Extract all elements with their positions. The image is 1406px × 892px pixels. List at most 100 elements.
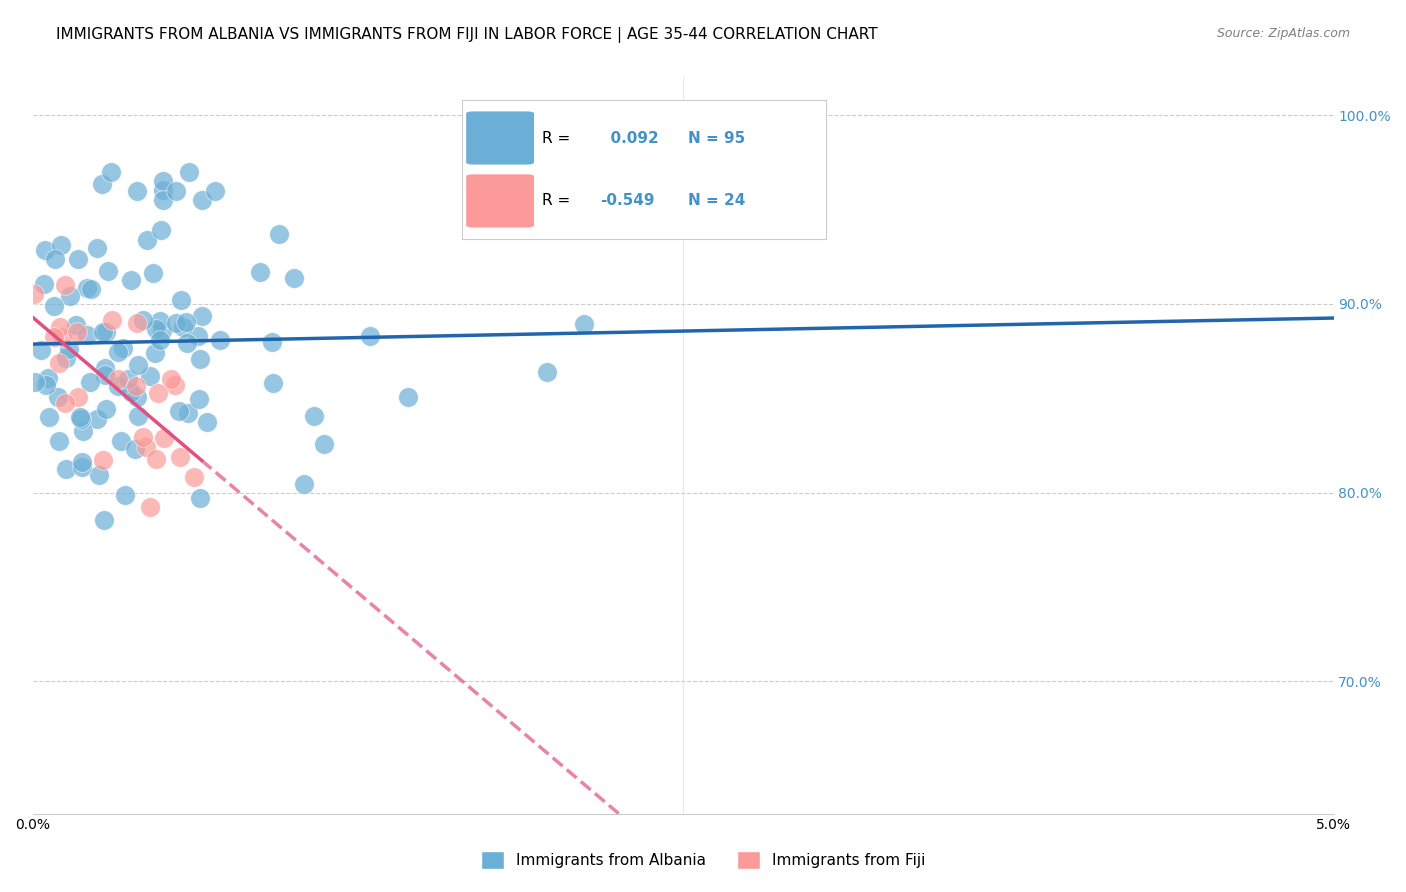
Point (165, 377, 187, 392)
Point (93, 360, 115, 375)
Point (107, 378, 129, 392)
Point (267, 227, 290, 241)
Point (42, 330, 65, 344)
Point (165, 184, 187, 198)
Point (176, 336, 198, 351)
Point (110, 434, 132, 449)
Point (107, 372, 129, 386)
Point (91, 178, 114, 192)
Text: IMMIGRANTS FROM ALBANIA VS IMMIGRANTS FROM FIJI IN LABOR FORCE | AGE 35-44 CORRE: IMMIGRANTS FROM ALBANIA VS IMMIGRANTS FR… (56, 27, 877, 43)
Point (132, 313, 155, 327)
Point (49, 238, 72, 252)
Point (188, 392, 211, 407)
Point (149, 313, 172, 327)
Point (195, 415, 218, 429)
Point (187, 328, 209, 343)
Point (170, 293, 193, 308)
Point (204, 184, 226, 198)
Point (292, 476, 315, 491)
Point (91, 325, 114, 339)
Point (34, 243, 56, 257)
Point (536, 365, 558, 379)
Point (149, 334, 172, 348)
Point (55, 278, 77, 293)
Point (127, 358, 149, 372)
Point (42, 299, 65, 313)
Point (72, 424, 94, 438)
Point (262, 376, 284, 390)
Point (183, 470, 205, 484)
Point (136, 233, 159, 247)
Point (142, 266, 165, 280)
Point (152, 193, 174, 207)
Point (107, 344, 129, 359)
Point (96, 402, 118, 417)
Point (149, 223, 172, 237)
Point (169, 450, 191, 464)
Point (152, 183, 174, 197)
Point (38, 409, 60, 424)
Point (209, 333, 232, 347)
Text: Source: ZipAtlas.com: Source: ZipAtlas.com (1216, 27, 1350, 40)
Point (572, 317, 595, 331)
Legend: Immigrants from Albania, Immigrants from Fiji: Immigrants from Albania, Immigrants from… (475, 845, 931, 875)
Point (124, 442, 146, 457)
Point (172, 320, 194, 334)
Point (59, 288, 82, 302)
Point (312, 437, 335, 451)
Point (93, 512, 115, 526)
Point (174, 315, 197, 329)
Point (94, 325, 117, 339)
Point (34, 377, 56, 392)
Point (94, 368, 117, 383)
Point (249, 265, 271, 279)
Point (153, 431, 176, 445)
Point (166, 316, 188, 330)
Point (86, 412, 108, 426)
Point (101, 313, 124, 327)
Point (91, 453, 114, 467)
Point (188, 491, 211, 505)
Point (143, 345, 166, 359)
Point (127, 409, 149, 423)
Point (120, 385, 142, 400)
Point (125, 184, 148, 198)
Point (150, 324, 173, 338)
Point (100, 165, 122, 179)
Point (145, 322, 167, 336)
Point (55, 351, 77, 365)
Point (190, 193, 212, 207)
Point (131, 430, 153, 444)
Point (37, 371, 59, 385)
Point (46, 390, 69, 404)
Point (80, 281, 103, 295)
Point (69, 410, 91, 425)
Point (167, 404, 190, 418)
Point (304, 409, 326, 424)
Point (176, 406, 198, 420)
Point (139, 500, 162, 515)
Point (177, 165, 200, 179)
Point (49, 320, 72, 334)
Point (125, 378, 148, 392)
Point (139, 369, 162, 384)
Point (72, 455, 94, 469)
Point (191, 309, 214, 323)
Point (32, 277, 55, 292)
Point (70, 412, 93, 426)
Point (283, 271, 305, 285)
Point (188, 351, 211, 366)
Point (58, 342, 80, 356)
Point (44, 252, 66, 267)
Point (48, 356, 70, 370)
Point (146, 385, 169, 400)
Point (159, 372, 181, 386)
Point (55, 396, 77, 410)
Point (117, 372, 139, 386)
Point (396, 390, 419, 404)
Point (127, 316, 149, 330)
Point (66, 252, 89, 266)
Point (65, 318, 87, 333)
Point (66, 390, 89, 404)
Point (51, 330, 73, 344)
